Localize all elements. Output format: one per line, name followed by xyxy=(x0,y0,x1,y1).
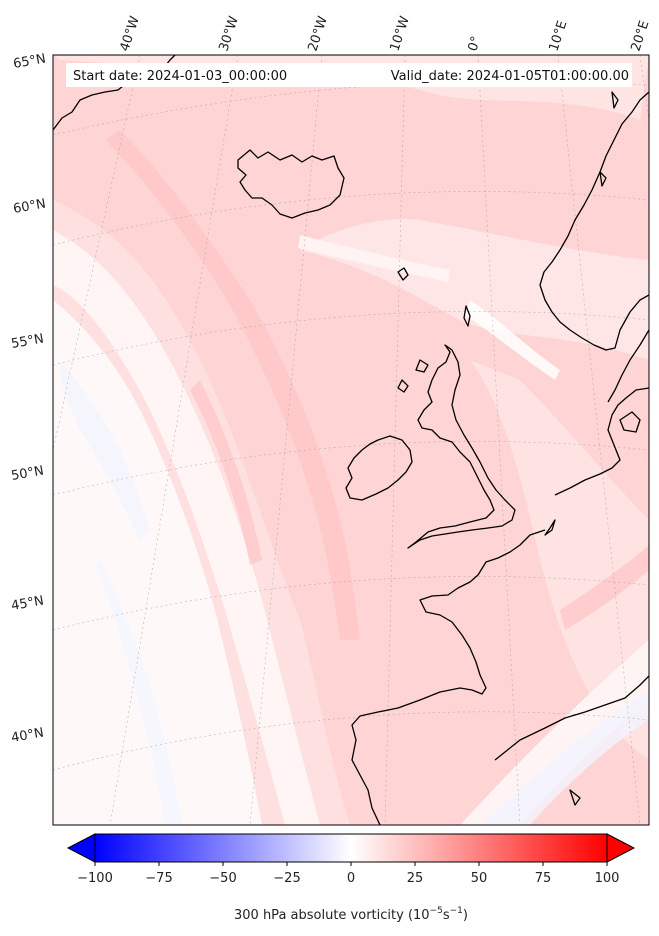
lon-label-20w: 20°W xyxy=(306,14,331,53)
colorbar-gradient xyxy=(95,834,607,862)
lat-label-60n: 60°N xyxy=(12,196,47,216)
colorbar-tick-label: −75 xyxy=(145,871,172,886)
date-header-box xyxy=(66,63,632,87)
lon-label-20e: 20°E xyxy=(629,19,653,53)
norway-coast xyxy=(539,91,649,351)
colorbar-tick-label: 100 xyxy=(595,871,620,886)
start-date-label: Start date: 2024-01-03_00:00:00 xyxy=(73,69,287,84)
lon-label-0: 0° xyxy=(466,35,485,54)
longitude-labels: 40°W 30°W 20°W 10°W 0° 10°E 20°E xyxy=(118,14,653,53)
ireland-coast xyxy=(345,435,413,501)
colorbar-tick-label: −100 xyxy=(77,871,113,886)
colorbar-tick-label: 25 xyxy=(407,871,424,886)
colorbar: −100 −75 −50 −25 0 25 50 75 100 300 hPa absolute… xyxy=(66,833,636,923)
lat-label-55n: 55°N xyxy=(10,331,45,351)
valid-date-label: Valid_date: 2024-01-05T01:00:00.00 xyxy=(391,69,629,84)
colorbar-ticks: −100 −75 −50 −25 0 25 50 75 100 xyxy=(77,862,619,886)
colorbar-tick-label: 0 xyxy=(347,871,355,886)
coastlines xyxy=(53,55,649,825)
great-britain-coast xyxy=(407,344,516,549)
lat-label-45n: 45°N xyxy=(10,593,45,613)
colorbar-low-extend xyxy=(66,833,96,863)
continent-coast xyxy=(351,529,546,825)
vorticity-field xyxy=(53,55,649,825)
colorbar-tick-label: −50 xyxy=(209,871,236,886)
colorbar-tick-label: −25 xyxy=(273,871,300,886)
lon-label-40w: 40°W xyxy=(118,14,143,53)
lon-label-10w: 10°W xyxy=(388,14,413,53)
map-panel[interactable] xyxy=(53,55,649,825)
lon-label-10e: 10°E xyxy=(547,19,571,53)
lon-label-30w: 30°W xyxy=(217,14,242,53)
colorbar-tick-label: 50 xyxy=(471,871,488,886)
lat-label-65n: 65°N xyxy=(12,51,47,71)
lat-label-50n: 50°N xyxy=(10,463,45,483)
colorbar-high-extend xyxy=(606,833,636,863)
iceland-coast xyxy=(237,149,345,219)
map-frame xyxy=(52,54,650,826)
colorbar-tick-label: 75 xyxy=(535,871,552,886)
lat-label-40n: 40°N xyxy=(10,725,45,745)
latitude-labels: 65°N 60°N 55°N 50°N 45°N 40°N xyxy=(10,51,47,745)
colorbar-label: 300 hPa absolute vorticity (10−5s−1) xyxy=(234,906,468,923)
